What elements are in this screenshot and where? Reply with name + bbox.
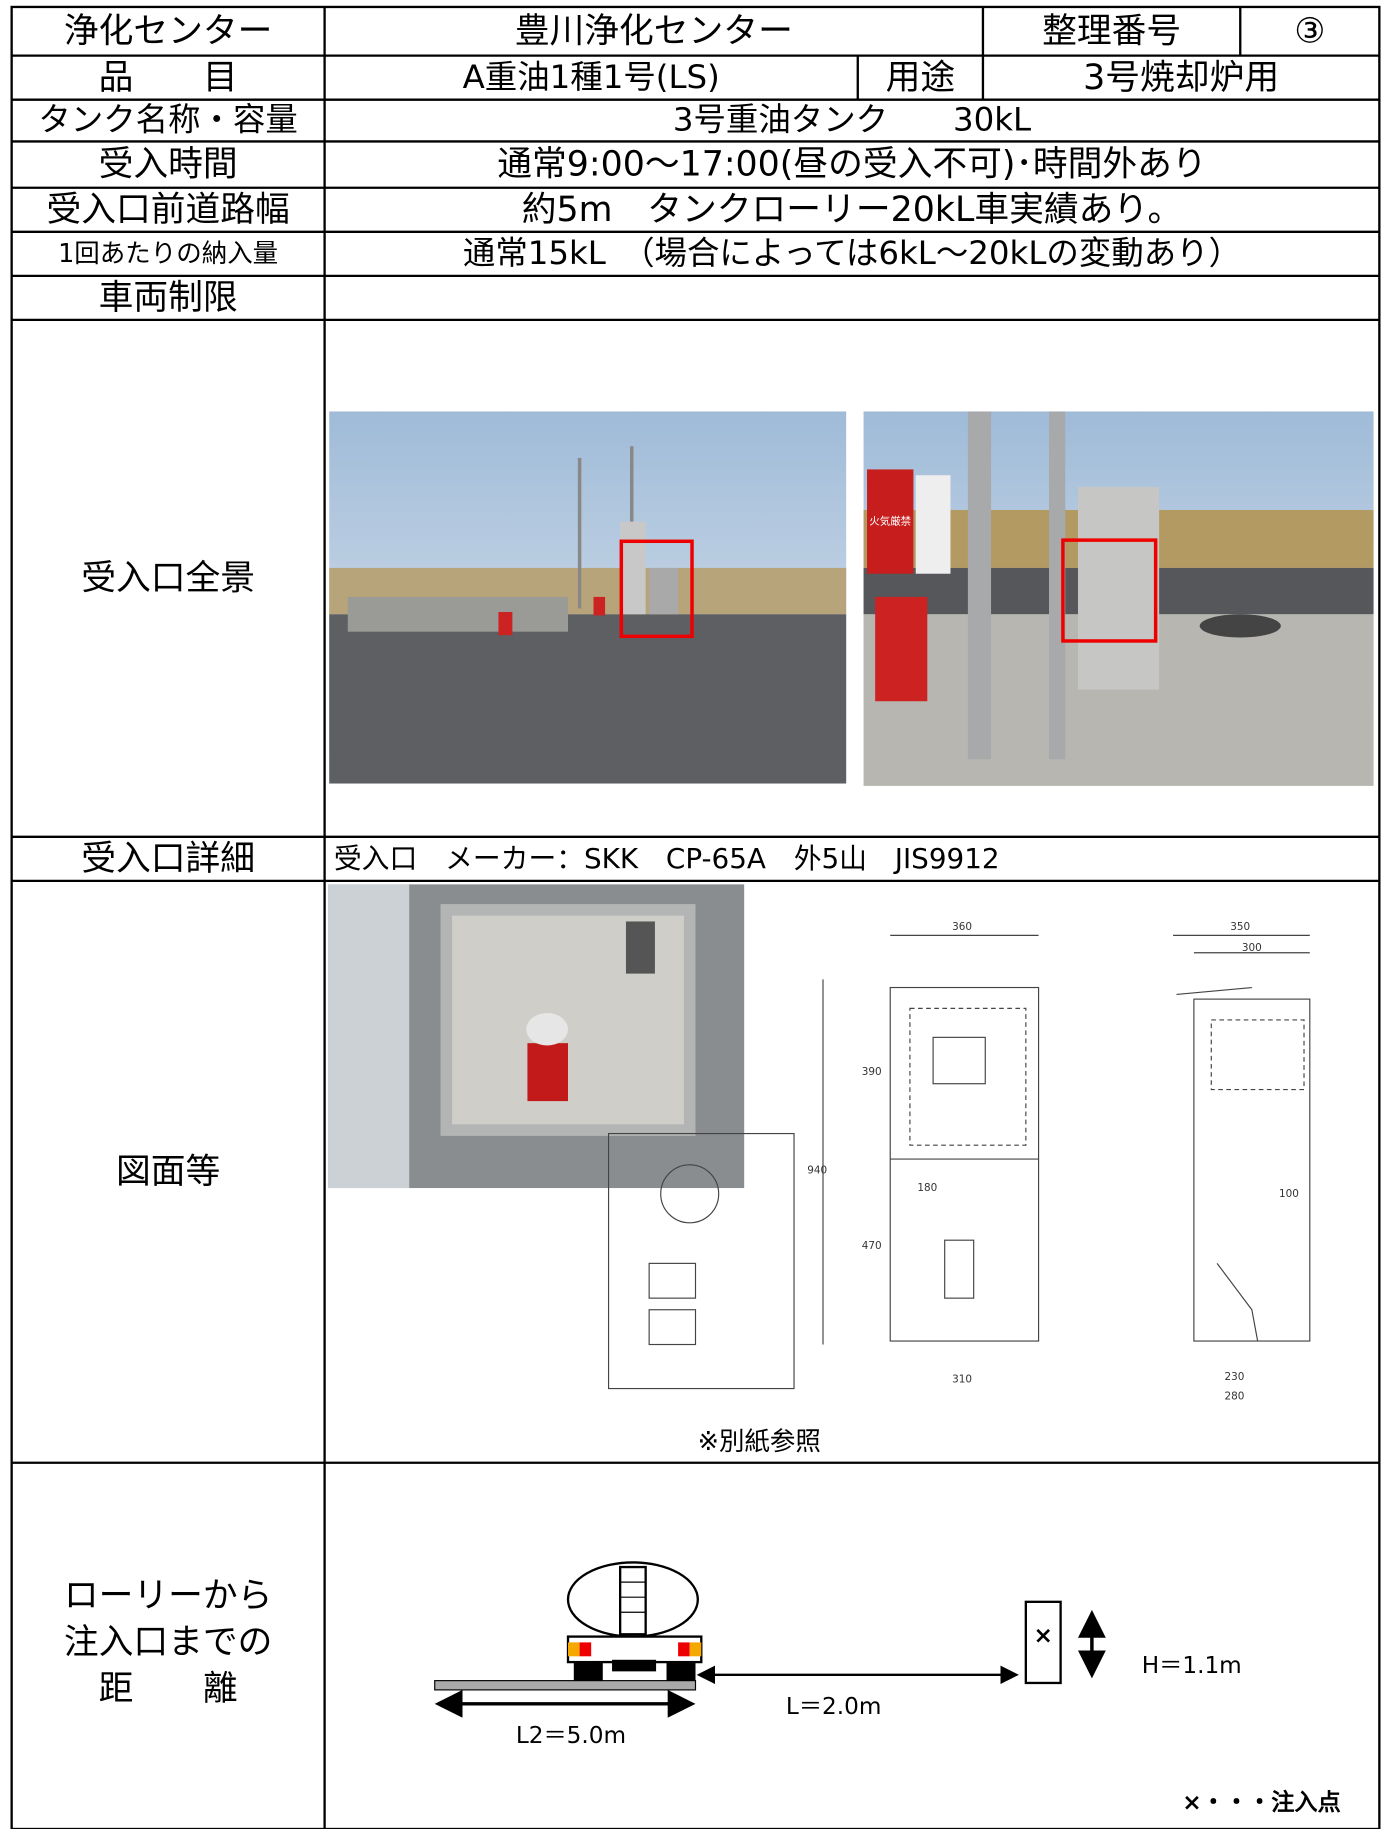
sign-text: 火気厳禁 — [869, 515, 911, 528]
value: 3号重油タンク 30kL — [673, 101, 1031, 139]
label: ローリーから — [64, 1576, 273, 1616]
label: 整理番号 — [1042, 11, 1181, 51]
table-grid — [10, 5, 1381, 1829]
value: ③ — [1294, 11, 1325, 51]
inlet-mark: × — [1034, 1622, 1053, 1649]
value: A重油1種1号(LS) — [463, 58, 720, 96]
dimension-number: 470 — [862, 1240, 882, 1252]
value: 豊川浄化センター — [515, 11, 793, 51]
note: ※別紙参照 — [698, 1427, 821, 1457]
dimension: H＝1.1m — [1142, 1652, 1242, 1679]
photo — [329, 411, 847, 784]
label: 車両制限 — [99, 278, 238, 318]
dimension-labels: 360 390 470 940 180 310 350 300 100 230 280 — [807, 921, 1299, 1402]
value: 受入口 メーカー：SKK CP-65A 外5山 JIS9912 — [334, 842, 1000, 875]
dimension-number: 100 — [1279, 1188, 1299, 1200]
photo: 火気厳禁 — [863, 411, 1374, 786]
label: 距 離 — [99, 1669, 238, 1709]
dimension: L2＝5.0m — [516, 1722, 626, 1749]
value: 約5m タンクローリー20kL車実績あり。 — [522, 190, 1183, 230]
label: 図面等 — [116, 1152, 220, 1192]
value: 通常9:00〜17:00(昼の受入不可)･時間外あり — [497, 145, 1206, 185]
dimension-number: 390 — [862, 1066, 882, 1078]
label: 受入口前道路幅 — [46, 190, 289, 230]
legend: ×・・・注入点 — [1182, 1789, 1340, 1816]
dimension-number: 350 — [1230, 921, 1250, 933]
label: 用途 — [886, 58, 956, 98]
label: 1回あたりの納入量 — [58, 239, 278, 269]
truck-diagram — [434, 1561, 1106, 1718]
dimension-number: 180 — [917, 1182, 937, 1194]
label: 品 目 — [99, 58, 238, 98]
label: 注入口までの — [64, 1623, 273, 1663]
dimension-number: 360 — [952, 921, 972, 933]
value: 3号焼却炉用 — [1083, 58, 1279, 98]
label: 受入時間 — [99, 145, 238, 185]
label: 受入口全景 — [81, 559, 255, 599]
label: 受入口詳細 — [81, 839, 255, 879]
label: タンク名称・容量 — [38, 101, 298, 139]
dimension-number: 940 — [807, 1165, 827, 1177]
label: 浄化センター — [64, 11, 273, 51]
dimension-number: 310 — [952, 1373, 972, 1385]
dimension-number: 280 — [1225, 1391, 1245, 1403]
dimension-number: 300 — [1242, 942, 1262, 954]
technical-drawing — [607, 934, 1311, 1390]
photo — [328, 884, 745, 1189]
dimension-number: 230 — [1225, 1371, 1245, 1383]
dimension: L＝2.0m — [786, 1693, 882, 1720]
value: 通常15kL （場合によっては6kL〜20kLの変動あり） — [463, 234, 1241, 272]
